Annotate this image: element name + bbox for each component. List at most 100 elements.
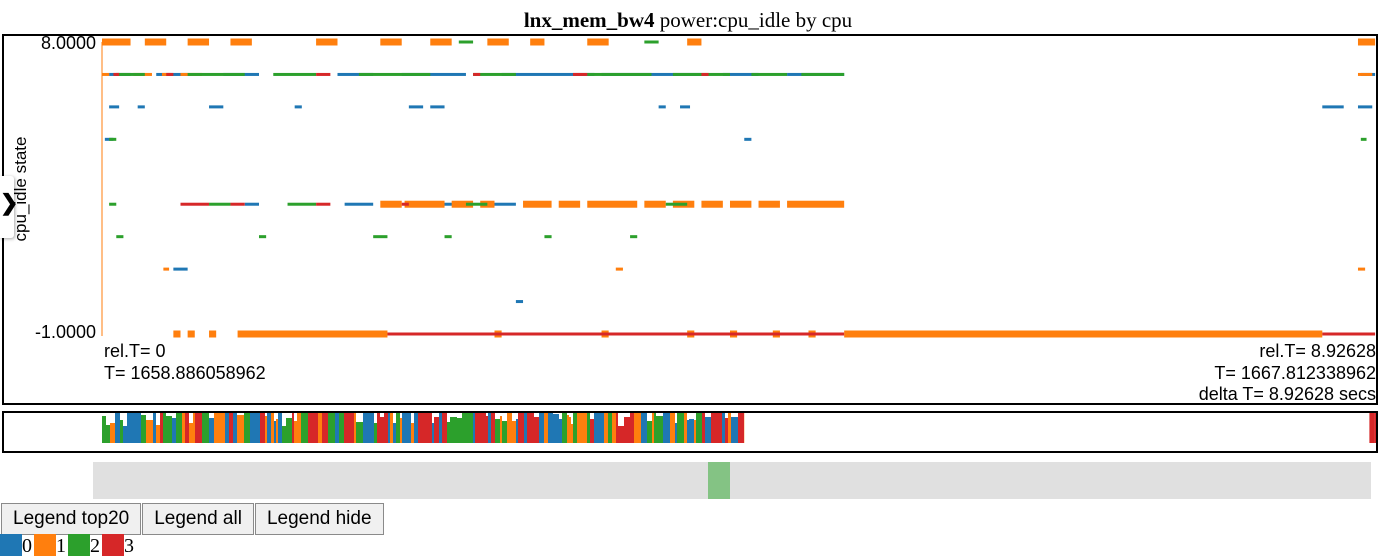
series-0-segment: [487, 202, 516, 206]
series-1-segment: [615, 267, 623, 271]
series-1-segment: [230, 38, 252, 46]
overview-bar: [127, 413, 134, 443]
overview-bar: [106, 425, 110, 443]
legend-item[interactable]: 2: [68, 534, 102, 558]
series-2-segment: [373, 235, 388, 239]
overview-bar: [195, 413, 202, 443]
legend-item[interactable]: 0: [0, 534, 34, 558]
overview-bar: [225, 413, 229, 443]
series-0-segment: [173, 267, 188, 271]
main-chart[interactable]: 8.0000 -1.0000 cpu_idle state rel.T= 0 T= 16…: [2, 34, 1378, 405]
overview-bar: [450, 417, 457, 443]
overview-bar: [468, 413, 473, 443]
overview-bar: [524, 413, 527, 443]
overview-bar: [292, 413, 294, 443]
overview-bar: [630, 413, 634, 443]
overview-bar: [274, 421, 276, 443]
series-2-segment: [109, 202, 117, 206]
overview-bar: [731, 417, 738, 443]
overview-bar: [1369, 413, 1375, 443]
series-3-segment: [316, 202, 331, 206]
overview-bar: [518, 413, 524, 443]
overview-bar: [110, 423, 115, 443]
series-0-segment: [244, 202, 259, 206]
overview-bar: [286, 418, 292, 443]
overview-bar: [647, 421, 652, 443]
legend-label: 1: [56, 535, 66, 557]
series-0-segment: [344, 202, 374, 206]
overview-bar: [328, 413, 335, 443]
overview-bar: [366, 413, 369, 443]
legend-top20-button[interactable]: Legend top20: [1, 503, 142, 535]
overview-bar: [516, 419, 518, 443]
overview-chart-svg[interactable]: [4, 413, 1376, 451]
series-2-segment: [644, 40, 659, 44]
series-3-segment: [180, 202, 210, 206]
series-1-segment: [187, 330, 195, 338]
y-axis-label: cpu_idle state: [11, 137, 30, 242]
chart-title: lnx_mem_bw4 power:cpu_idle by cpu: [0, 8, 1376, 32]
overview-bar: [182, 413, 185, 443]
scrollbar-thumb[interactable]: [708, 462, 730, 499]
legend-item[interactable]: 3: [102, 534, 136, 558]
overview-bar: [689, 419, 694, 443]
series-1-segment: [187, 38, 210, 46]
overview-bar: [123, 426, 127, 443]
overview-bar: [488, 413, 491, 443]
overview-bar: [507, 413, 512, 443]
overview-bar: [369, 413, 374, 443]
overview-bar: [616, 413, 618, 443]
overview-bar: [675, 423, 677, 443]
overview-bar: [725, 418, 728, 443]
series-3-segment: [387, 332, 845, 336]
overview-bar: [322, 413, 328, 443]
overview-chart[interactable]: [2, 411, 1378, 453]
overview-bar: [663, 413, 670, 443]
overview-bar: [687, 420, 689, 443]
legend-hide-button[interactable]: Legend hide: [254, 503, 384, 535]
series-0-segment: [109, 105, 120, 109]
overview-bar: [339, 413, 344, 443]
legend-all-button[interactable]: Legend all: [142, 503, 254, 535]
overview-bar: [559, 419, 562, 443]
overview-bar: [160, 413, 163, 443]
overview-bar: [390, 413, 393, 443]
overview-bar: [257, 413, 260, 443]
time-scrollbar[interactable]: [93, 462, 1371, 499]
overview-bar: [539, 413, 544, 443]
y-tick-label: -1.0000: [35, 322, 96, 342]
legend-item[interactable]: 1: [34, 534, 68, 558]
overview-bar: [209, 418, 214, 443]
sidebar-toggle[interactable]: ❯: [0, 176, 18, 238]
overview-bar: [486, 416, 488, 443]
overview-bar: [447, 422, 450, 443]
overview-bar: [377, 413, 380, 443]
legend-swatch: [102, 534, 124, 556]
overview-bar: [684, 413, 687, 443]
series-1-segment: [209, 330, 217, 338]
series-2-segment: [630, 235, 638, 239]
overview-bar: [172, 418, 176, 443]
series-2-segment: [801, 72, 845, 76]
overview-bar: [677, 413, 684, 443]
overview-bar: [606, 413, 608, 443]
overview-bar: [146, 420, 153, 443]
series-1-segment: [687, 38, 702, 46]
series-1-segment: [701, 200, 723, 208]
overview-bar: [1374, 413, 1376, 443]
overview-bar: [618, 426, 624, 443]
chart-title-bold: lnx_mem_bw4: [523, 8, 655, 32]
series-0-segment: [515, 300, 524, 304]
overview-bar: [694, 420, 696, 443]
series-1-segment: [102, 38, 131, 46]
overview-bar: [705, 417, 711, 443]
overview-bar: [276, 419, 278, 443]
series-1-segment: [487, 38, 509, 46]
y-tick-label: 8.0000: [41, 36, 96, 53]
series-0-segment: [658, 105, 666, 109]
legend: 0 1 2 3: [0, 534, 136, 558]
series-3-segment: [1322, 332, 1376, 336]
overview-bar: [716, 413, 722, 443]
series-3-segment: [113, 72, 120, 76]
